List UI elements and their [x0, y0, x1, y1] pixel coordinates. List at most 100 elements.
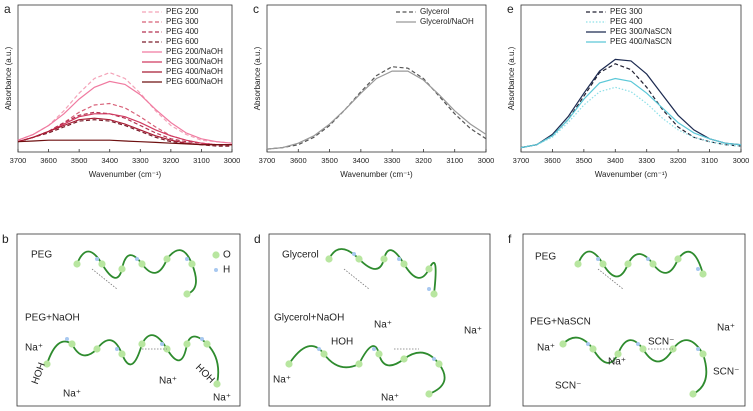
x-tick-label: 3200 [415, 156, 432, 165]
oxygen-bead [430, 290, 438, 298]
polymer-chain [328, 248, 437, 295]
hydrogen-dot [397, 257, 401, 261]
diagram-label: Na⁺ [273, 375, 291, 386]
hydrogen-dot [427, 287, 431, 291]
diagram-label: Na⁺ [213, 393, 231, 404]
oxygen-bead [213, 380, 221, 388]
oxygen-bead [400, 260, 408, 268]
x-tick-label: 3300 [384, 156, 401, 165]
x-tick-label: 3200 [670, 156, 687, 165]
x-tick-label: 3100 [701, 156, 718, 165]
oxygen-bead [674, 255, 682, 263]
hydrogen-dot [432, 357, 436, 361]
oxygen-bead [118, 350, 126, 358]
oxygen-bead [425, 265, 433, 273]
x-tick-label: 3600 [544, 156, 561, 165]
x-tick-label: 3500 [71, 156, 88, 165]
x-tick-label: 3600 [290, 156, 307, 165]
hydrogen-dot [185, 257, 189, 261]
oxygen-bead [355, 360, 363, 368]
diagram-label: Na⁺ [25, 343, 43, 354]
diagram-frame [268, 233, 491, 407]
diagram-label: SCN⁻ [648, 337, 674, 348]
polymer-chain [288, 345, 446, 395]
x-tick-label: 3400 [101, 156, 118, 165]
panel-label: e [507, 2, 514, 16]
hydrogen-dot [596, 257, 600, 261]
legend-label: Glycerol/NaOH [420, 17, 474, 26]
hydrogen-dot [317, 347, 321, 351]
x-axis-label: Wavenumber (cm⁻¹) [595, 170, 668, 179]
hydrogen-dot [135, 257, 139, 261]
data-line [17, 80, 233, 144]
diagram-label: O [223, 250, 231, 261]
legend-label: PEG 400 [166, 27, 199, 36]
oxygen-bead [325, 255, 333, 263]
diagram-label: H [223, 265, 230, 276]
diagram-label: Na⁺ [374, 320, 392, 331]
diagram-label: HOH [193, 362, 217, 386]
y-axis-label: Absorbance (a.u.) [507, 46, 516, 110]
oxygen-bead [188, 260, 196, 268]
data-line [17, 71, 233, 144]
legend-label: PEG 200/NaOH [166, 47, 223, 56]
panel-label: d [254, 232, 261, 246]
x-tick-label: 3700 [259, 156, 276, 165]
x-tick-label: 3000 [224, 156, 241, 165]
plot-frame [17, 4, 233, 153]
diagram-label: PEG [535, 252, 556, 263]
oxygen-bead [375, 350, 383, 358]
legend-label: PEG 400/NaSCN [610, 37, 672, 46]
diagram-label: HOH [331, 337, 353, 348]
x-tick-label: 3300 [638, 156, 655, 165]
hydrogen-dot [636, 342, 640, 346]
legend-label: PEG 600/NaOH [166, 77, 223, 86]
diagram-label: PEG+NaOH [25, 313, 80, 324]
hydrogen-dot [696, 347, 700, 351]
legend-label: PEG 600 [166, 37, 199, 46]
diagram-label: Na⁺ [63, 389, 81, 400]
oxygen-bead [614, 350, 622, 358]
hydrogen-dot [646, 257, 650, 261]
legend-oxygen [212, 251, 220, 259]
x-tick-label: 3700 [10, 156, 27, 165]
legend-label: PEG 400/NaOH [166, 67, 223, 76]
diagram-label: PEG [31, 250, 52, 261]
legend-label: PEG 300/NaOH [166, 57, 223, 66]
diagram-label: Na⁺ [159, 376, 177, 387]
hydrogen-dot [200, 337, 204, 341]
panel-label: c [253, 2, 259, 16]
data-line [266, 66, 487, 150]
x-tick-label: 3100 [446, 156, 463, 165]
x-tick-label: 3100 [193, 156, 210, 165]
oxygen-bead [699, 270, 707, 278]
legend-label: PEG 300 [166, 17, 199, 26]
plot-frame [266, 4, 487, 153]
data-line [520, 86, 742, 149]
oxygen-bead [203, 340, 211, 348]
hydrogen-bond [343, 268, 370, 290]
oxygen-bead [380, 255, 388, 263]
hydrogen-dot [372, 347, 376, 351]
diagram-label: Glycerol [282, 250, 319, 261]
legend-hydrogen [214, 268, 218, 272]
data-line [520, 77, 742, 149]
hydrogen-bond [91, 268, 118, 290]
x-tick-label: 3000 [478, 156, 495, 165]
panel-label: a [4, 2, 11, 16]
hydrogen-dot [115, 347, 119, 351]
diagram-label: SCN⁻ [555, 381, 581, 392]
diagram-label: Na⁺ [608, 357, 626, 368]
hydrogen-dot [696, 267, 700, 271]
oxygen-bead [425, 390, 433, 398]
x-tick-label: 3700 [513, 156, 530, 165]
diagram-label: PEG+NaSCN [530, 317, 591, 328]
hydrogen-dot [160, 342, 164, 346]
diagram-label: Na⁺ [717, 323, 735, 334]
x-tick-label: 3300 [132, 156, 149, 165]
hydrogen-bond [597, 268, 624, 290]
oxygen-bead [435, 360, 443, 368]
y-axis-label: Absorbance (a.u.) [4, 46, 13, 110]
oxygen-bead [589, 345, 597, 353]
